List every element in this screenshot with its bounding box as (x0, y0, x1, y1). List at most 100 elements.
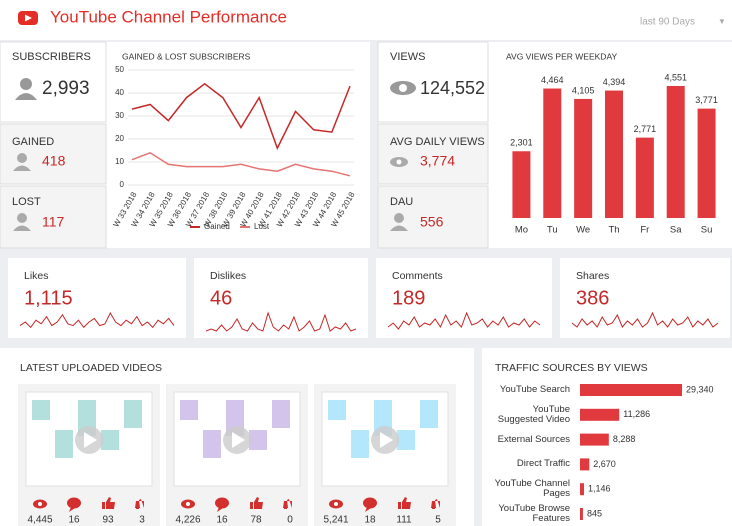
sparkline (205, 311, 357, 332)
category-label: YouTube Browse Features (498, 503, 570, 524)
card-label: Comments (392, 270, 443, 282)
engagement-card (194, 258, 368, 338)
dislikes-icon (283, 499, 292, 509)
eye-pupil (186, 502, 190, 506)
kpi-label: DAU (390, 196, 413, 208)
value-label: 2,301 (510, 138, 533, 148)
thumb (431, 499, 440, 508)
bubble-tail (365, 507, 371, 512)
thumbnail-block (124, 400, 142, 428)
comments-icon (67, 497, 81, 512)
video-comments: 16 (216, 515, 228, 526)
video-comments: 18 (364, 515, 376, 526)
thumbnail-block (351, 430, 369, 458)
sparkline (387, 311, 541, 330)
x-tick-label: Sa (670, 225, 682, 236)
thumbnail-block (32, 400, 50, 420)
header-bar (0, 0, 732, 40)
person-icon (15, 78, 37, 100)
video-likes: 111 (396, 515, 412, 526)
thumb-base (102, 502, 105, 509)
video-dislikes: 3 (139, 515, 145, 526)
card-label: Shares (576, 270, 609, 282)
thumb (283, 499, 292, 508)
thumbnail-block (101, 430, 119, 450)
video-likes: 78 (250, 515, 262, 526)
series-line (131, 82, 351, 151)
thumbnail-block (55, 430, 73, 458)
views-icon (329, 499, 343, 509)
kpi-cell (377, 41, 489, 123)
bubble (67, 497, 81, 509)
value-label: 8,288 (613, 434, 636, 444)
thumbnail-block (420, 400, 438, 428)
eye-pupil (334, 502, 338, 506)
period-arrow[interactable]: ▼ (718, 17, 726, 26)
x-tick-label: Th (608, 225, 619, 236)
bar (580, 508, 583, 520)
play-triangle (380, 432, 393, 448)
kpi-value: 124,552 (420, 78, 485, 98)
card-value: 386 (576, 287, 609, 309)
video-comments: 16 (68, 515, 80, 526)
bar (543, 88, 562, 218)
video-views: 5,241 (323, 515, 348, 526)
thumb (135, 499, 144, 508)
kpi-value: 556 (420, 214, 444, 230)
video-thumbnail (25, 391, 153, 487)
value-label: 29,340 (686, 384, 714, 394)
bar (605, 90, 623, 218)
thumbnail-block (203, 430, 221, 458)
value-label: 2,771 (634, 124, 657, 134)
bar (697, 108, 716, 218)
value-label: 1,146 (588, 484, 611, 494)
header-title: YouTube Channel Performance (50, 7, 287, 26)
dislikes-icon (135, 499, 144, 509)
x-tick-label: Mo (515, 225, 528, 236)
youtube-logo-play (25, 14, 32, 22)
chart-title: TRAFFIC SOURCES BY VIEWS (495, 362, 648, 374)
bubble (363, 497, 377, 509)
bar (580, 458, 590, 471)
period-selector[interactable]: last 90 Days (640, 17, 695, 28)
dislikes-icon (431, 499, 440, 509)
views-icon (181, 499, 195, 509)
value-label: 11,286 (623, 409, 650, 419)
value-label: 4,105 (572, 85, 595, 95)
sparkline (571, 311, 719, 328)
video-dislikes: 0 (287, 515, 293, 526)
comments-icon (215, 497, 229, 512)
likes-icon (250, 497, 263, 509)
value-label: 4,464 (541, 75, 564, 85)
thumbnail-block (328, 400, 346, 420)
views-icon (33, 499, 47, 509)
kpi-cell (0, 123, 107, 185)
bar (580, 408, 620, 421)
y-tick-label: 30 (115, 111, 124, 120)
category-label: Direct Traffic (516, 458, 570, 470)
video-views: 4,226 (175, 515, 200, 526)
person-icon (390, 213, 408, 231)
y-tick-label: 50 (115, 65, 124, 74)
bar (574, 98, 593, 218)
kpi-cell (0, 41, 107, 123)
x-tick-label: Tu (547, 225, 558, 236)
bar (512, 151, 531, 218)
thumbnail-block (180, 400, 198, 420)
card-value: 1,115 (24, 287, 73, 309)
kpi-label: VIEWS (390, 51, 425, 63)
play-triangle (84, 432, 97, 448)
kpi-cell (377, 123, 489, 185)
category-label: YouTube Channel Pages (494, 478, 570, 500)
y-tick-label: 20 (115, 134, 124, 143)
value-label: 845 (587, 508, 602, 518)
thumbnail-block (272, 400, 290, 428)
x-tick-label: Su (701, 225, 713, 236)
value-label: 2,670 (593, 459, 616, 469)
card-value: 46 (210, 287, 232, 309)
play-triangle (232, 432, 245, 448)
y-tick-label: 0 (120, 180, 125, 189)
panel-title: LATEST UPLOADED VIDEOS (20, 362, 162, 374)
category-label: YouTube Suggested Video (497, 403, 570, 425)
